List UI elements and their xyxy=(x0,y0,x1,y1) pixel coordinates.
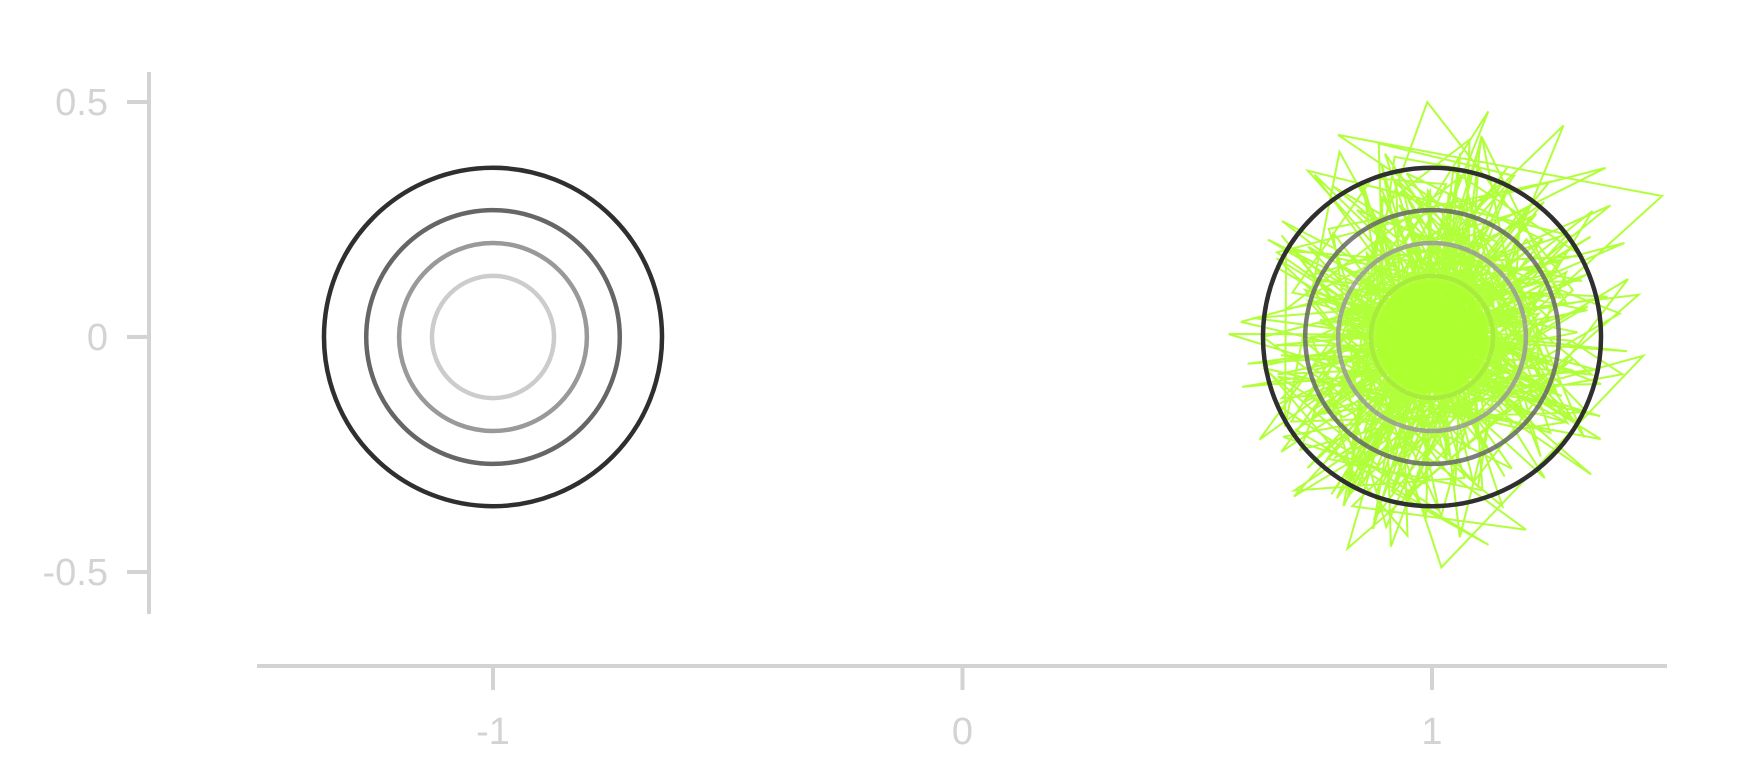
contour-group-left xyxy=(321,165,665,509)
y-tick-label: 0 xyxy=(87,317,108,359)
x-axis: -1 0 1 xyxy=(257,664,1667,753)
y-tick-label: 0.5 xyxy=(55,82,108,124)
plot-area xyxy=(321,99,1665,570)
left-contour-2 xyxy=(363,207,623,467)
right-contour-1 xyxy=(1260,165,1604,509)
x-tick-label: 1 xyxy=(1421,711,1442,753)
right-contour-3 xyxy=(1335,240,1529,434)
sample-path-group xyxy=(1228,99,1665,570)
contour-group-right xyxy=(1260,165,1604,509)
y-tick-label: -0.5 xyxy=(43,552,108,594)
x-tick-label: -1 xyxy=(476,711,510,753)
sample-path-line xyxy=(1228,99,1665,570)
y-axis: 0.5 0 -0.5 xyxy=(43,72,151,614)
left-contour-4 xyxy=(429,273,557,401)
left-contour-1 xyxy=(321,165,665,509)
left-contour-3 xyxy=(396,240,590,434)
right-contour-2 xyxy=(1302,207,1562,467)
sample-path-core xyxy=(1375,280,1489,394)
x-tick-label: 0 xyxy=(952,711,973,753)
right-contour-4 xyxy=(1368,273,1496,401)
